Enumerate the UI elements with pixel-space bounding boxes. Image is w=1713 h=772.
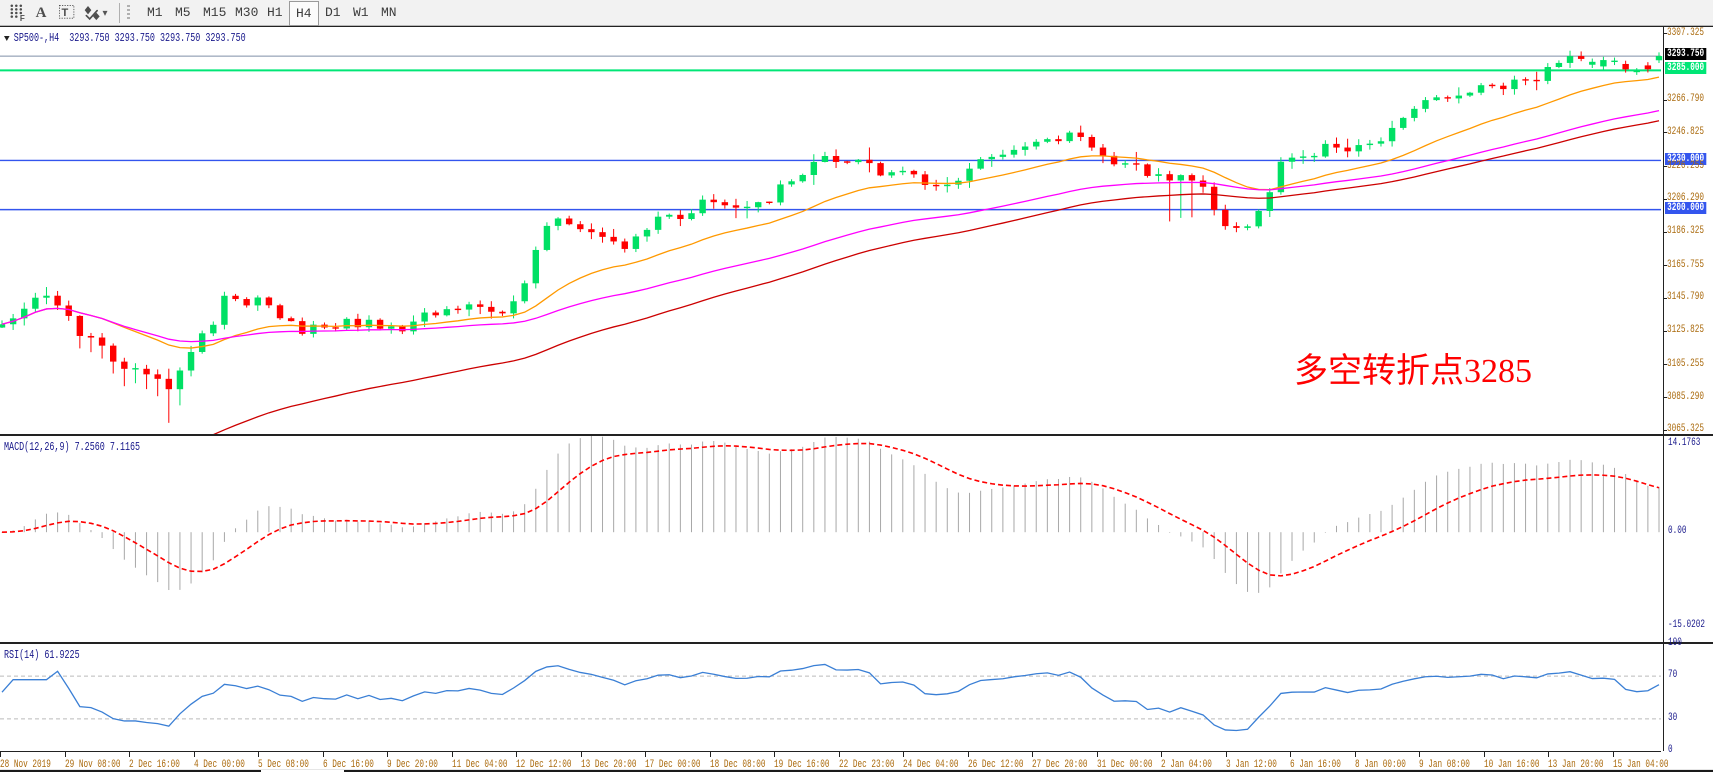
svg-text:T: T xyxy=(61,7,68,19)
svg-text:F: F xyxy=(20,14,25,22)
